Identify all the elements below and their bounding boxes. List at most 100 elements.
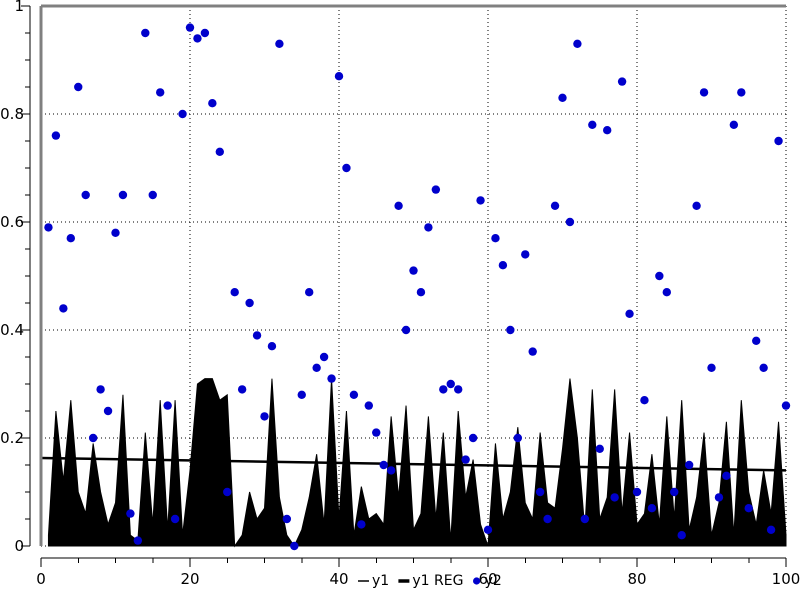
series-y1-area: [47, 378, 787, 548]
scatter-point: [200, 28, 210, 38]
scatter-point: [319, 352, 329, 362]
x-tick-label: 80: [627, 570, 646, 588]
scatter-point: [66, 234, 76, 243]
y1-area-path: [47, 378, 787, 548]
scatter-point: [640, 396, 649, 405]
scatter-point: [774, 136, 783, 146]
scatter-point: [118, 190, 128, 200]
scatter-point: [752, 336, 761, 345]
legend-marker-dot: [473, 577, 481, 585]
legend-label: y2: [485, 573, 502, 589]
scatter-point: [364, 401, 373, 410]
scatter-point: [103, 406, 113, 416]
scatter-point: [327, 374, 336, 383]
scatter-point: [632, 487, 642, 497]
legend-item-y2[interactable]: y2: [473, 573, 502, 589]
scatter-point: [386, 466, 396, 475]
scatter-point: [394, 201, 403, 210]
legend-item-y1-reg[interactable]: y1 REG: [398, 573, 463, 589]
scatter-point: [595, 444, 604, 453]
scatter-point: [230, 288, 239, 297]
scatter-point: [424, 223, 433, 232]
scatter-point: [193, 34, 202, 43]
scatter-point: [692, 201, 701, 210]
scatter-point: [662, 288, 671, 297]
scatter-point: [476, 196, 485, 205]
series-y1-reg-line: [40, 456, 787, 472]
scatter-point: [707, 363, 716, 372]
scatter-point: [416, 288, 426, 297]
scatter-point: [260, 412, 269, 421]
x-axis-ticks: [40, 558, 787, 567]
scatter-point: [237, 385, 247, 394]
scatter-point: [156, 88, 165, 97]
scatter-point: [96, 385, 105, 394]
scatter-point: [655, 271, 664, 281]
scatter-point: [409, 266, 418, 275]
scatter-point: [699, 88, 709, 97]
scatter-point: [468, 433, 478, 443]
scatter-point: [252, 331, 262, 340]
scatter-point: [297, 390, 306, 399]
scatter-point: [81, 190, 90, 200]
y-tick-label: 1: [14, 0, 24, 15]
scatter-point: [74, 82, 83, 92]
scatter-point: [133, 536, 143, 545]
scatter-point: [722, 471, 731, 480]
scatter-point: [342, 163, 351, 173]
legend-item-y1[interactable]: y1: [358, 573, 389, 589]
scatter-point: [178, 109, 187, 119]
y-axis-ticks: [21, 5, 30, 547]
scatter-point: [208, 99, 217, 108]
scatter-point: [454, 385, 463, 394]
scatter-point: [223, 487, 232, 497]
scatter-point: [506, 325, 515, 335]
x-tick-label: 0: [36, 570, 46, 588]
legend-label: y1 REG: [412, 573, 463, 589]
scatter-point: [498, 261, 508, 270]
scatter-point: [59, 304, 68, 313]
scatter-point: [401, 325, 411, 335]
scatter-point: [446, 379, 455, 389]
x-tick-label: 40: [329, 570, 348, 588]
scatter-point: [163, 401, 172, 410]
scatter-point: [647, 504, 657, 513]
scatter-point: [491, 234, 500, 243]
scatter-point: [305, 288, 314, 297]
scatter-point: [275, 39, 284, 48]
y1-regression-path: [40, 456, 787, 472]
scatter-point: [558, 93, 567, 103]
scatter-point: [282, 514, 292, 524]
scatter-point: [290, 541, 299, 551]
scatter-point: [379, 460, 388, 470]
scatter-point: [334, 72, 344, 81]
scatter-point: [111, 228, 120, 237]
scatter-point: [625, 309, 634, 318]
scatter-point: [439, 385, 448, 394]
scatter-point: [670, 487, 679, 497]
scatter-point: [535, 487, 545, 497]
scatter-point: [543, 514, 552, 524]
scatter-point: [729, 120, 739, 129]
scatter-point: [126, 509, 135, 518]
scatter-point: [483, 525, 493, 534]
scatter-point: [245, 298, 254, 308]
scatter-point: [677, 531, 686, 540]
scatter-point: [565, 217, 575, 227]
scatter-point: [215, 147, 224, 156]
scatter-point: [148, 190, 157, 200]
y-tick-label: 0: [14, 537, 24, 555]
scatter-point: [349, 390, 359, 399]
scatter-point: [759, 363, 768, 372]
y-tick-label: 0.8: [0, 105, 24, 123]
x-tick-label: 60: [478, 570, 497, 588]
y-axis-tick-labels: 0 0.2 0.4 0.6 0.8 1: [0, 0, 24, 555]
scatter-point: [44, 223, 53, 232]
scatter-point: [737, 88, 746, 97]
y-tick-label: 0.2: [0, 429, 24, 447]
scatter-point: [588, 120, 597, 129]
scatter-point: [766, 525, 776, 534]
scatter-point: [312, 363, 321, 372]
scatter-point: [714, 493, 724, 502]
